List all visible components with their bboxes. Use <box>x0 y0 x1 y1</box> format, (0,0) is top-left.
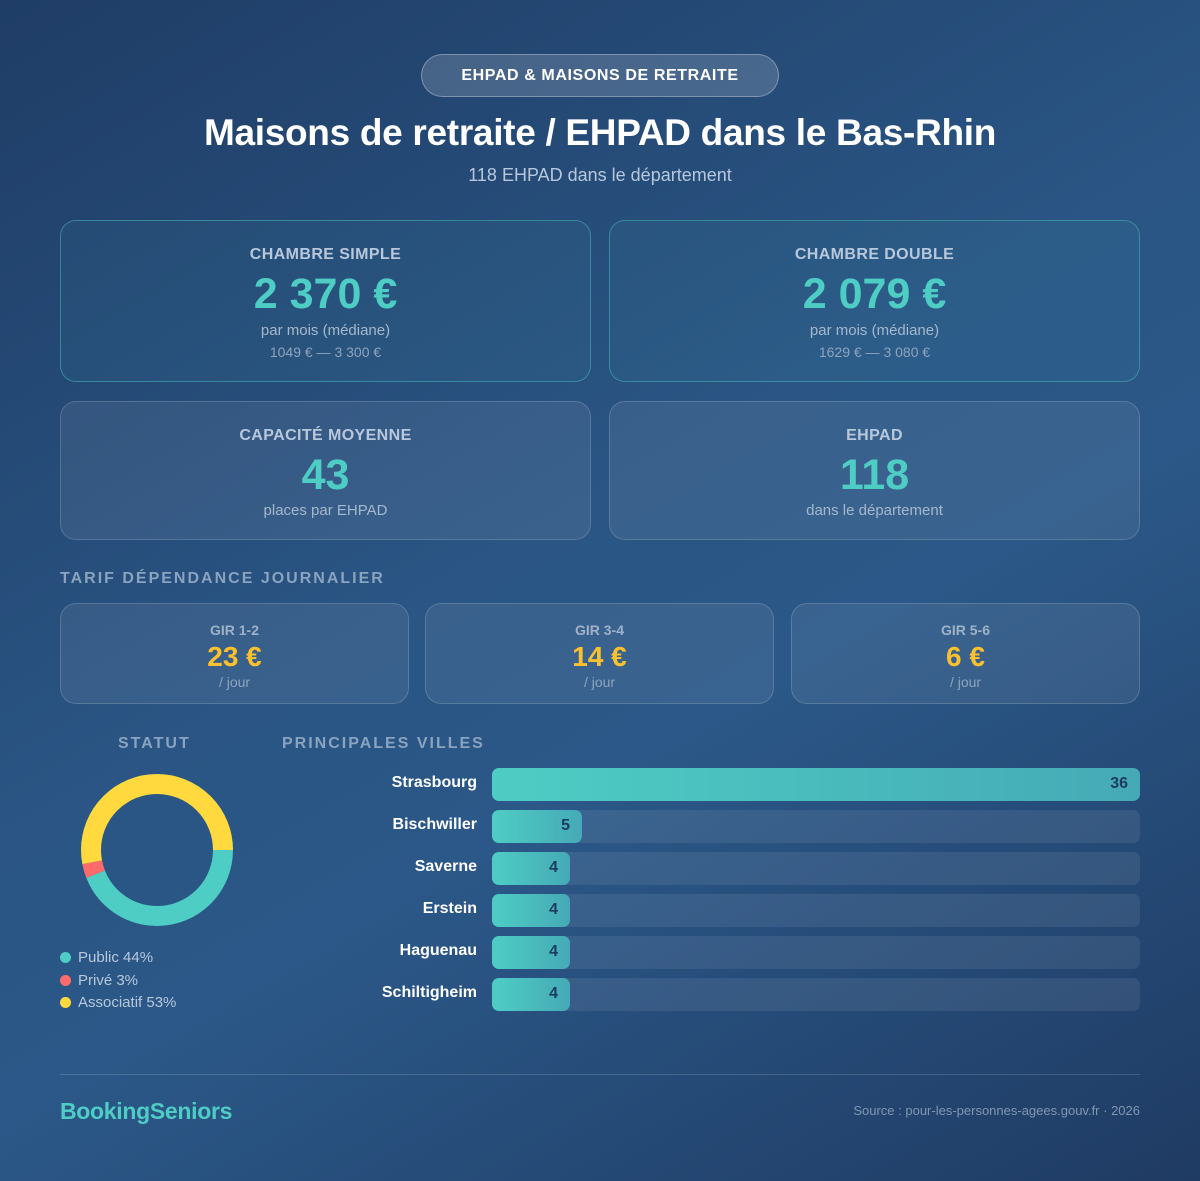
bar-fill: 4 <box>492 894 570 927</box>
statut-donut-chart <box>81 774 233 926</box>
card-sub: dans le département <box>806 502 943 519</box>
city-name: Erstein <box>422 900 477 917</box>
legend-dot-icon <box>60 952 71 963</box>
card-label: CHAMBRE SIMPLE <box>249 246 402 263</box>
city-name: Schiltigheim <box>381 984 477 1001</box>
card-label: EHPAD <box>846 427 903 444</box>
bar-fill: 36 <box>492 768 1140 801</box>
gir-card-5-6: GIR 5-6 6 € / jour <box>791 603 1140 704</box>
city-name: Saverne <box>414 858 477 875</box>
statut-title: STATUT <box>118 735 191 752</box>
bar-fill: 4 <box>492 936 570 969</box>
bar-fill: 4 <box>492 852 570 885</box>
city-name: Haguenau <box>399 942 477 959</box>
gir-value: 14 € <box>572 641 627 672</box>
legend-prive: Privé 3% <box>60 972 138 989</box>
gir-card-1-2: GIR 1-2 23 € / jour <box>60 603 409 704</box>
card-chambre-double: CHAMBRE DOUBLE 2 079 € par mois (médiane… <box>609 220 1140 382</box>
card-ehpad-count: EHPAD 118 dans le département <box>609 401 1140 540</box>
donut-segment-associatif <box>81 774 233 926</box>
legend-dot-icon <box>60 975 71 986</box>
card-capacite: CAPACITÉ MOYENNE 43 places par EHPAD <box>60 401 591 540</box>
city-row-schiltigheim: Schiltigheim 4 <box>300 978 1140 1011</box>
city-row-strasbourg: Strasbourg 36 <box>300 768 1140 801</box>
legend-label: Privé 3% <box>78 972 139 989</box>
card-value: 2 370 € <box>253 270 398 318</box>
city-row-erstein: Erstein 4 <box>300 894 1140 927</box>
card-range: 1629 € — 3 080 € <box>818 344 931 360</box>
bar-value: 4 <box>549 985 558 1002</box>
bar-track: 4 <box>492 978 1140 1011</box>
card-value: 118 <box>839 451 910 499</box>
legend-label: Associatif 53% <box>78 994 177 1011</box>
bar-fill: 4 <box>492 978 570 1011</box>
bar-track: 4 <box>492 852 1140 885</box>
bar-value: 4 <box>549 943 558 960</box>
bar-value: 4 <box>549 859 558 876</box>
legend-public: Public 44% <box>60 949 153 966</box>
gir-card-3-4: GIR 3-4 14 € / jour <box>425 603 774 704</box>
category-badge: EHPAD & MAISONS DE RETRAITE <box>421 54 779 97</box>
bar-fill: 5 <box>492 810 582 843</box>
card-sub: par mois (médiane) <box>260 322 391 339</box>
gir-sub: / jour <box>218 674 251 690</box>
city-row-haguenau: Haguenau 4 <box>300 936 1140 969</box>
brand-logo: BookingSeniors <box>60 1098 233 1124</box>
card-value: 43 <box>301 451 350 499</box>
dependance-title: TARIF DÉPENDANCE JOURNALIER <box>60 570 385 587</box>
bar-track: 36 <box>492 768 1140 801</box>
city-row-bischwiller: Bischwiller 5 <box>300 810 1140 843</box>
bar-track: 5 <box>492 810 1140 843</box>
card-sub: places par EHPAD <box>263 502 388 519</box>
villes-title: PRINCIPALES VILLES <box>282 735 485 752</box>
gir-label: GIR 1-2 <box>209 622 259 638</box>
footer-divider <box>60 1074 1140 1075</box>
card-label: CHAMBRE DOUBLE <box>794 246 955 263</box>
page-subtitle: 118 EHPAD dans le département <box>468 165 732 185</box>
page-title: Maisons de retraite / EHPAD dans le Bas-… <box>203 112 997 153</box>
legend-dot-icon <box>60 997 71 1008</box>
gir-label: GIR 5-6 <box>940 622 990 638</box>
card-label: CAPACITÉ MOYENNE <box>239 427 412 444</box>
legend-label: Public 44% <box>78 949 154 966</box>
card-sub: par mois (médiane) <box>809 322 940 339</box>
gir-value: 6 € <box>946 641 985 672</box>
city-name: Strasbourg <box>391 774 477 791</box>
gir-value: 23 € <box>207 641 262 672</box>
city-row-saverne: Saverne 4 <box>300 852 1140 885</box>
source-note: Source : pour-les-personnes-agees.gouv.f… <box>853 1103 1140 1118</box>
bar-value: 4 <box>549 901 558 918</box>
legend-associatif: Associatif 53% <box>60 994 176 1011</box>
bar-value: 36 <box>1110 775 1128 792</box>
card-range: 1049 € — 3 300 € <box>269 344 382 360</box>
city-name: Bischwiller <box>392 816 477 833</box>
card-chambre-simple: CHAMBRE SIMPLE 2 370 € par mois (médiane… <box>60 220 591 382</box>
gir-sub: / jour <box>583 674 616 690</box>
card-value: 2 079 € <box>802 270 947 318</box>
bar-track: 4 <box>492 894 1140 927</box>
bar-value: 5 <box>561 817 570 834</box>
bar-track: 4 <box>492 936 1140 969</box>
gir-label: GIR 3-4 <box>574 622 624 638</box>
gir-sub: / jour <box>949 674 982 690</box>
